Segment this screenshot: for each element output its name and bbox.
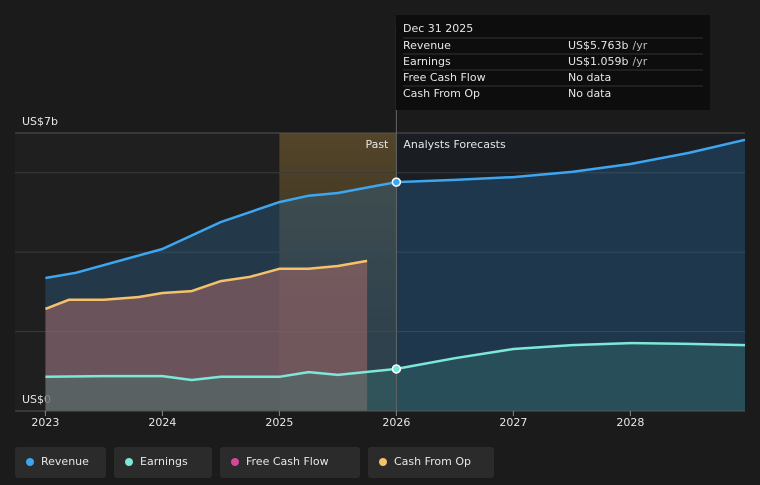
tooltip-label: Cash From Op [403,87,480,100]
legend-item[interactable]: Earnings [114,447,212,478]
tooltip-label: Revenue [403,39,451,52]
tooltip-value-text: US$5.763b [568,39,629,52]
legend-label: Cash From Op [394,455,471,468]
legend-box[interactable] [114,447,212,478]
legend-label: Revenue [41,455,89,468]
tooltip-unit: /yr [633,55,648,68]
series-line [45,138,746,280]
legend-box[interactable] [15,447,106,478]
legend-item[interactable]: Cash From Op [368,447,494,478]
legend-dot [26,458,34,466]
x-tick-label: 2023 [31,416,59,429]
area [45,343,745,411]
tooltip-date: Dec 31 2025 [403,22,473,35]
legend-label: Earnings [140,455,188,468]
marker [391,364,402,374]
series-line [44,259,368,311]
x-tick-label: 2026 [382,416,410,429]
forecast-label: Analysts Forecasts [403,138,506,151]
tooltip-value: US$1.059b/yr [568,55,648,68]
tooltip-value: No data [568,71,611,84]
legend-box[interactable] [368,447,494,478]
legend-label: Free Cash Flow [246,455,329,468]
legend-box[interactable] [220,447,360,478]
x-tick-label: 2024 [148,416,176,429]
x-tick-label: 2027 [499,416,527,429]
legend-dot [125,458,133,466]
x-tick-label: 2025 [265,416,293,429]
tooltip-value: US$5.763b/yr [568,39,648,52]
tooltip-unit: /yr [633,39,648,52]
past-label: Past [365,138,389,151]
series-line [45,341,746,382]
tooltip-value-text: No data [568,71,611,84]
marker [391,177,402,187]
legend-dot [379,458,387,466]
y-tick-label: US$7b [22,115,58,128]
legend-item[interactable]: Free Cash Flow [220,447,360,478]
tooltip-label: Free Cash Flow [403,71,486,84]
x-tick-label: 2028 [616,416,644,429]
tooltip-label: Earnings [403,55,451,68]
tooltip-value-text: No data [568,87,611,100]
tooltip-value: No data [568,87,611,100]
legend-dot [231,458,239,466]
legend-item[interactable]: Revenue [15,447,106,478]
tooltip-value-text: US$1.059b [568,55,629,68]
y-tick-label: US$0 [22,393,51,406]
tooltip [396,15,710,110]
